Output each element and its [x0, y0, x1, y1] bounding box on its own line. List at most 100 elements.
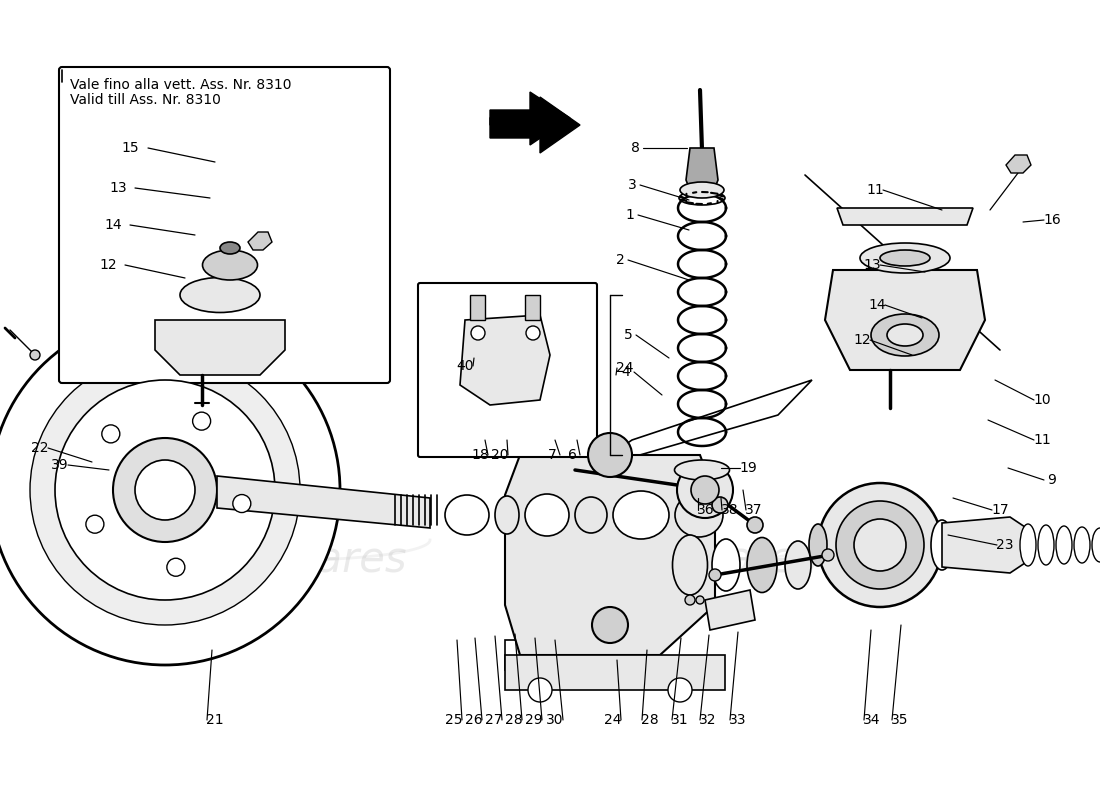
Circle shape	[528, 678, 552, 702]
Circle shape	[30, 355, 300, 625]
Text: 21: 21	[206, 713, 223, 727]
Ellipse shape	[1020, 524, 1036, 566]
Polygon shape	[490, 97, 580, 153]
Ellipse shape	[674, 460, 729, 480]
Ellipse shape	[880, 250, 929, 266]
Polygon shape	[837, 208, 974, 225]
Circle shape	[668, 678, 692, 702]
Text: 30: 30	[547, 713, 563, 727]
Polygon shape	[490, 92, 570, 145]
Circle shape	[55, 380, 275, 600]
Circle shape	[167, 558, 185, 576]
Polygon shape	[686, 148, 718, 190]
Text: 33: 33	[729, 713, 747, 727]
Text: 28: 28	[505, 713, 522, 727]
Text: 6: 6	[568, 448, 576, 462]
Text: 15: 15	[121, 141, 139, 155]
Circle shape	[0, 315, 340, 665]
Polygon shape	[1006, 155, 1031, 173]
Text: 18: 18	[471, 448, 488, 462]
Polygon shape	[248, 232, 272, 250]
Text: 22: 22	[31, 441, 48, 455]
Circle shape	[526, 326, 540, 340]
Text: 20: 20	[492, 448, 508, 462]
Circle shape	[747, 517, 763, 533]
Text: 28: 28	[641, 713, 659, 727]
Polygon shape	[217, 476, 430, 528]
Text: Valid till Ass. Nr. 8310: Valid till Ass. Nr. 8310	[70, 93, 221, 107]
Text: 37: 37	[746, 503, 762, 517]
Ellipse shape	[180, 278, 260, 313]
Text: 10: 10	[1033, 393, 1050, 407]
Circle shape	[102, 425, 120, 443]
Ellipse shape	[495, 496, 519, 534]
Text: 9: 9	[1047, 473, 1056, 487]
Circle shape	[685, 595, 695, 605]
Text: 26: 26	[465, 713, 483, 727]
FancyBboxPatch shape	[59, 67, 390, 383]
Polygon shape	[470, 295, 485, 320]
Text: 40: 40	[456, 359, 474, 373]
Text: 5: 5	[624, 328, 632, 342]
Ellipse shape	[1056, 526, 1072, 564]
Polygon shape	[942, 517, 1030, 573]
Circle shape	[822, 549, 834, 561]
Circle shape	[592, 607, 628, 643]
Ellipse shape	[446, 495, 490, 535]
Text: 4: 4	[621, 365, 630, 379]
Text: 19: 19	[739, 461, 757, 475]
Polygon shape	[588, 380, 812, 470]
Circle shape	[192, 412, 210, 430]
Ellipse shape	[747, 538, 777, 593]
Text: 34: 34	[864, 713, 881, 727]
Text: Vale fino alla vett. Ass. Nr. 8310: Vale fino alla vett. Ass. Nr. 8310	[70, 78, 292, 92]
Bar	[505, 655, 725, 690]
Circle shape	[676, 462, 733, 518]
Text: 29: 29	[525, 713, 542, 727]
Text: 3: 3	[628, 178, 637, 192]
Text: 23: 23	[997, 538, 1014, 552]
Polygon shape	[505, 640, 660, 670]
Text: 38: 38	[722, 503, 739, 517]
Text: 12: 12	[854, 333, 871, 347]
Ellipse shape	[712, 539, 740, 591]
Text: 12: 12	[99, 258, 117, 272]
Ellipse shape	[887, 324, 923, 346]
Polygon shape	[460, 315, 550, 405]
Text: 1: 1	[626, 208, 635, 222]
Text: 24: 24	[604, 713, 622, 727]
Ellipse shape	[680, 182, 724, 198]
Text: 11: 11	[866, 183, 884, 197]
Text: 13: 13	[864, 258, 881, 272]
Polygon shape	[525, 295, 540, 320]
Ellipse shape	[202, 250, 257, 280]
Text: 36: 36	[697, 503, 715, 517]
Text: 39: 39	[52, 458, 69, 472]
Circle shape	[712, 497, 728, 513]
Ellipse shape	[1038, 525, 1054, 565]
Polygon shape	[825, 270, 984, 370]
Text: 35: 35	[891, 713, 909, 727]
Circle shape	[836, 501, 924, 589]
Circle shape	[588, 433, 632, 477]
Text: 16: 16	[1043, 213, 1060, 227]
FancyBboxPatch shape	[418, 283, 597, 457]
Polygon shape	[155, 320, 285, 375]
Text: 14: 14	[104, 218, 122, 232]
Text: 25: 25	[446, 713, 463, 727]
Text: 17: 17	[991, 503, 1009, 517]
Circle shape	[854, 519, 906, 571]
Text: 7: 7	[548, 448, 557, 462]
Circle shape	[233, 494, 251, 513]
Text: 8: 8	[630, 141, 639, 155]
Text: 32: 32	[700, 713, 717, 727]
Ellipse shape	[575, 497, 607, 533]
Ellipse shape	[613, 491, 669, 539]
Ellipse shape	[808, 524, 827, 566]
Circle shape	[818, 483, 942, 607]
Text: 13: 13	[109, 181, 126, 195]
Text: eurospares: eurospares	[584, 539, 816, 581]
Circle shape	[86, 515, 103, 533]
Text: 31: 31	[671, 713, 689, 727]
Ellipse shape	[785, 541, 811, 589]
